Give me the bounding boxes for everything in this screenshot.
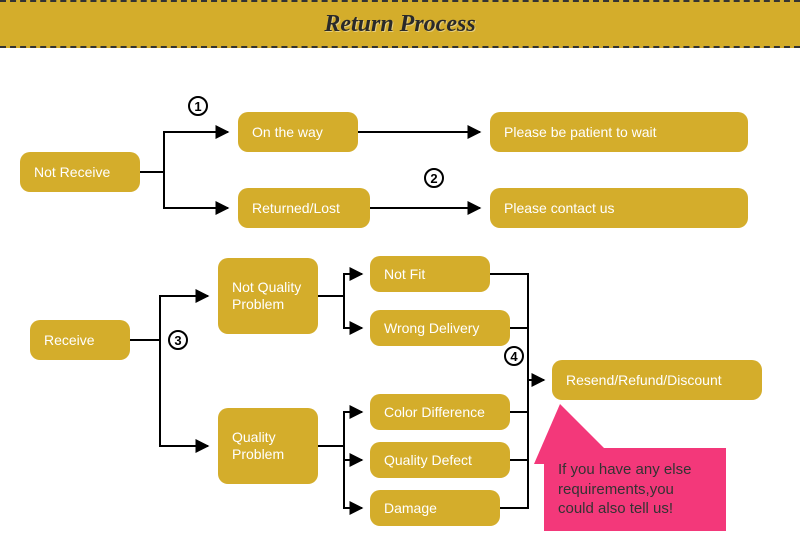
- node-label: Please be patient to wait: [504, 124, 657, 141]
- node-label: Receive: [44, 332, 95, 349]
- badge-3: 3: [168, 330, 188, 350]
- node-damage: Damage: [370, 490, 500, 526]
- node-receive: Receive: [30, 320, 130, 360]
- node-please-wait: Please be patient to wait: [490, 112, 748, 152]
- badge-label: 2: [430, 171, 437, 186]
- node-not-fit: Not Fit: [370, 256, 490, 292]
- callout-bubble: If you have any else requirements,you co…: [544, 448, 726, 531]
- node-label: Not Receive: [34, 164, 110, 181]
- badge-label: 3: [174, 333, 181, 348]
- node-label: Returned/Lost: [252, 200, 340, 217]
- node-label: Quality Defect: [384, 452, 472, 469]
- flowchart-canvas: Not Receive On the way Returned/Lost Ple…: [0, 48, 800, 556]
- node-quality: Quality Problem: [218, 408, 318, 484]
- node-label: On the way: [252, 124, 323, 141]
- node-label: Not Quality Problem: [232, 279, 304, 313]
- node-not-quality: Not Quality Problem: [218, 258, 318, 334]
- node-label: Color Difference: [384, 404, 485, 421]
- node-label: Quality Problem: [232, 429, 304, 463]
- badge-label: 1: [194, 99, 201, 114]
- node-label: Resend/Refund/Discount: [566, 372, 722, 389]
- node-on-the-way: On the way: [238, 112, 358, 152]
- node-label: Wrong Delivery: [384, 320, 479, 337]
- node-quality-defect: Quality Defect: [370, 442, 510, 478]
- node-returned-lost: Returned/Lost: [238, 188, 370, 228]
- page-title: Return Process: [324, 11, 475, 38]
- node-label: Damage: [384, 500, 437, 517]
- node-color-diff: Color Difference: [370, 394, 510, 430]
- header-banner: Return Process: [0, 0, 800, 48]
- badge-4: 4: [504, 346, 524, 366]
- badge-2: 2: [424, 168, 444, 188]
- node-wrong-delivery: Wrong Delivery: [370, 310, 510, 346]
- node-not-receive: Not Receive: [20, 152, 140, 192]
- node-label: Not Fit: [384, 266, 425, 283]
- node-label: Please contact us: [504, 200, 615, 217]
- badge-label: 4: [510, 349, 517, 364]
- node-resend: Resend/Refund/Discount: [552, 360, 762, 400]
- badge-1: 1: [188, 96, 208, 116]
- callout-text: If you have any else requirements,you co…: [558, 461, 691, 517]
- node-contact-us: Please contact us: [490, 188, 748, 228]
